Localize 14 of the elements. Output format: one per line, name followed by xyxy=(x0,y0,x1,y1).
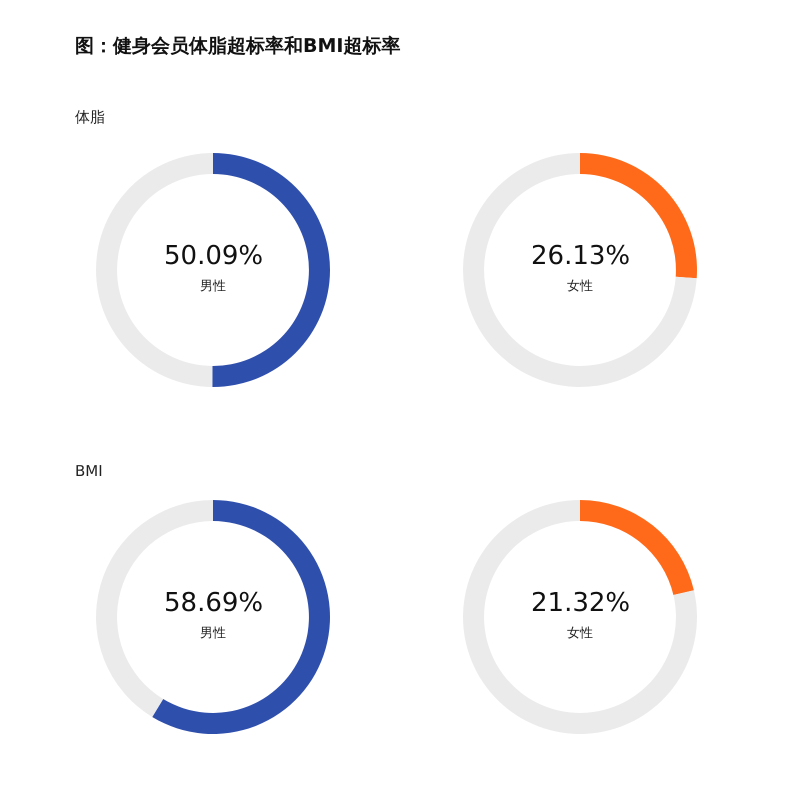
slice-label: 男性 xyxy=(200,279,226,294)
data-label: 58.69% xyxy=(164,588,264,618)
donut-slice xyxy=(463,500,697,734)
donut-slice xyxy=(152,500,330,734)
data-label: 50.09% xyxy=(164,241,264,271)
slice-label: 女性 xyxy=(567,279,593,294)
data-label: 21.32% xyxy=(531,588,630,618)
chart-title: 图：健身会员体脂超标率和BMI超标率 xyxy=(75,34,400,59)
slice-label: 男性 xyxy=(200,626,226,641)
chart-subtitle: 体脂 xyxy=(75,108,105,127)
donut-slice xyxy=(463,153,697,387)
slice-label: 女性 xyxy=(567,626,593,641)
chart-subtitle: BMI xyxy=(75,462,103,480)
data-label: 26.13% xyxy=(531,241,630,271)
